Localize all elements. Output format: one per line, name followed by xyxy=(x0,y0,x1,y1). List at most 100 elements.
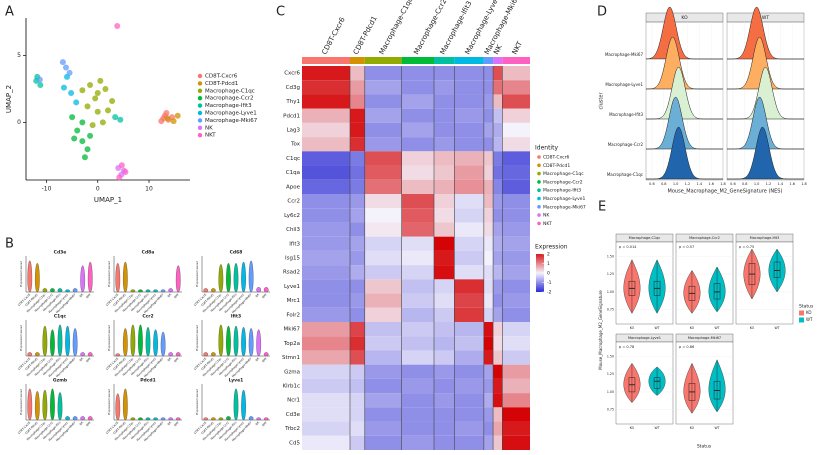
heat-cell xyxy=(483,350,494,365)
heat-cell xyxy=(493,350,503,365)
x-tick-label: -10 xyxy=(42,186,52,193)
heat-cell xyxy=(483,179,494,194)
heat-cell xyxy=(401,393,434,408)
group-strip xyxy=(483,57,494,64)
violin xyxy=(168,417,173,421)
heat-cell xyxy=(493,250,503,266)
colorbar-label: 1 xyxy=(547,261,550,267)
heat-cell xyxy=(364,194,402,209)
x-tick-label: WT xyxy=(774,326,779,330)
heat-cell xyxy=(364,222,402,237)
violin xyxy=(27,260,33,293)
violin-x-label: NK xyxy=(166,420,172,426)
violin xyxy=(233,263,239,293)
legend-key xyxy=(537,180,541,184)
row-label: Trbc2 xyxy=(284,426,300,432)
legend-key xyxy=(537,163,541,168)
heat-cell xyxy=(483,94,494,109)
heat-cell xyxy=(302,307,350,322)
heat-cell xyxy=(364,364,402,379)
heat-cell xyxy=(493,265,503,280)
heat-cell xyxy=(483,307,494,322)
heat-cell xyxy=(483,378,494,394)
row-label: Ifit3 xyxy=(289,241,300,247)
violin-x-label: NKT xyxy=(85,356,92,363)
violin xyxy=(130,417,136,421)
heat-cell xyxy=(302,151,350,166)
violin xyxy=(72,328,78,357)
heat-cell xyxy=(493,435,503,450)
violin-y-label: Expression Level xyxy=(107,261,111,286)
violin xyxy=(35,391,40,421)
heat-cell xyxy=(502,336,530,351)
violin xyxy=(145,289,151,293)
legend-label: Macrophage-Mki67 xyxy=(205,118,258,124)
ridge xyxy=(727,6,804,60)
heat-cell xyxy=(401,322,434,337)
violin xyxy=(241,261,246,293)
point xyxy=(92,95,99,102)
heat-cell xyxy=(483,194,494,209)
violin-x-label: NK xyxy=(166,292,172,298)
violin xyxy=(123,261,128,293)
heat-cell xyxy=(454,364,484,379)
heat-cell xyxy=(454,421,484,436)
heat-cell xyxy=(401,293,434,308)
row-label: Cd3e xyxy=(286,412,301,418)
heat-cell xyxy=(434,393,455,408)
legend-label: CD8T-Cxcr6 xyxy=(543,155,569,161)
legend-key xyxy=(197,81,203,86)
heat-cell xyxy=(493,322,503,337)
violin-x-label: NK xyxy=(166,356,172,362)
violin xyxy=(175,417,181,421)
heat-cell xyxy=(502,222,530,237)
violin-title: Cd3e xyxy=(54,250,67,256)
heat-cell xyxy=(401,364,434,379)
legend-label: Macrophage-Ccr2 xyxy=(205,96,253,102)
heat-cell xyxy=(302,393,350,408)
heat-cell xyxy=(454,265,484,280)
x-axis-label: Mouse_Macrophage_M2_GeneSignature (NES) xyxy=(668,189,783,195)
heat-cell xyxy=(302,250,350,266)
heat-cell xyxy=(454,435,484,450)
legend-label: Macrophage-C1qc xyxy=(543,171,584,177)
point xyxy=(66,69,73,76)
heat-cell xyxy=(483,279,494,294)
heat-cell xyxy=(350,293,365,308)
legend-key xyxy=(197,96,203,101)
x-tick-label: 1.6 xyxy=(708,182,714,186)
point xyxy=(87,132,94,139)
heat-cell xyxy=(493,279,503,294)
heat-cell xyxy=(401,265,434,280)
x-tick-label: WT xyxy=(714,426,719,430)
y-axis-label: cluster xyxy=(599,92,605,110)
violin xyxy=(263,287,269,293)
row-label: C1qa xyxy=(286,170,300,176)
heat-cell xyxy=(434,222,455,237)
x-tick-label: KO xyxy=(690,426,695,430)
point xyxy=(102,85,109,92)
heat-cell xyxy=(350,66,365,81)
violin xyxy=(168,352,173,357)
heat-cell xyxy=(454,137,484,152)
ridge xyxy=(727,126,804,180)
heat-cell xyxy=(302,94,350,109)
heat-cell xyxy=(502,435,530,450)
ridge xyxy=(727,36,804,90)
heat-cell xyxy=(302,66,350,81)
heat-cell xyxy=(350,179,365,194)
heat-cell xyxy=(302,108,350,123)
x-tick-label: 10 xyxy=(145,186,153,193)
heat-cell xyxy=(493,236,503,251)
violin xyxy=(27,388,33,421)
heat-cell xyxy=(364,421,402,436)
heat-cell xyxy=(502,137,530,152)
heat-cell xyxy=(401,336,434,351)
heat-cell xyxy=(434,137,455,152)
heat-cell xyxy=(302,378,350,394)
heat-cell xyxy=(401,194,434,209)
legend-label: WT xyxy=(806,317,813,322)
y-tick-label: 0 xyxy=(17,119,21,126)
violin xyxy=(263,417,269,421)
violin xyxy=(50,329,55,357)
